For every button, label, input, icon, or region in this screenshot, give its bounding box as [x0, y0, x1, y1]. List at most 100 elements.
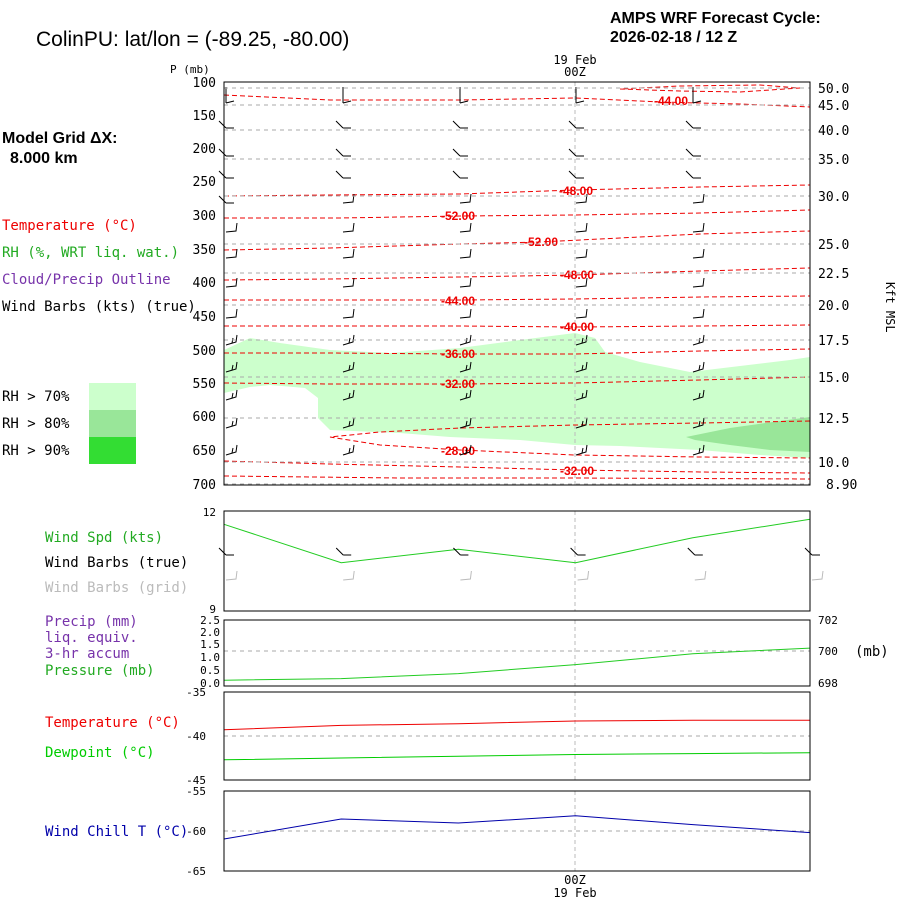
pressure-tick: 400	[193, 276, 216, 291]
pressure-tick: 650	[193, 444, 216, 459]
wind-barb	[343, 570, 355, 581]
wind-barb	[225, 87, 235, 104]
pressure-right-tick: 698	[818, 677, 838, 690]
cycle-label: AMPS WRF Forecast Cycle:	[610, 10, 821, 27]
wind-barb	[459, 193, 472, 204]
temperature-line	[223, 719, 810, 731]
precip-tick: 1.0	[200, 651, 220, 664]
wind-chill-line	[223, 815, 811, 840]
wind-barb	[225, 277, 238, 288]
height-tick: 30.0	[818, 190, 849, 205]
wind-barb	[342, 389, 355, 401]
wind-barb	[218, 195, 234, 204]
top-hour-label: 00Z	[564, 65, 586, 79]
legend-temperature: Temperature (°C)	[2, 218, 137, 234]
wind-barb	[692, 361, 705, 373]
pressure-tick: 500	[193, 344, 216, 359]
wind-barb	[452, 120, 468, 129]
wind-chill-label: Wind Chill T (°C)	[45, 824, 188, 840]
wind-barb	[575, 222, 588, 233]
precip-label-3: 3-hr accum	[45, 646, 129, 662]
wind-panel-barbs	[218, 547, 824, 581]
wind-barb	[225, 389, 238, 401]
height-unit: Kft MSL	[883, 282, 897, 333]
pressure-tick: 600	[193, 410, 216, 425]
wind-barb	[459, 444, 472, 456]
rh80-region	[686, 417, 810, 452]
wind-barb	[575, 308, 588, 319]
wind-barb	[218, 547, 234, 556]
wind-barb	[575, 277, 588, 288]
rh70-label: RH > 70%	[2, 389, 70, 405]
wind-barbs-true-label: Wind Barbs (true)	[45, 555, 188, 571]
wind-barb	[459, 417, 472, 429]
contour-label: -44.00	[441, 294, 475, 308]
wind-barb	[452, 148, 468, 157]
contour-line	[224, 209, 811, 219]
wind-barb	[459, 248, 472, 259]
height-tick: 22.5	[818, 267, 849, 282]
wind-barb	[342, 417, 355, 429]
wind-barb	[342, 277, 355, 288]
precip-ticks: 2.5 2.0 1.5 1.0 0.5 0.0	[200, 614, 220, 690]
wind-barb	[459, 361, 472, 373]
temp-tick: -35	[186, 686, 206, 699]
wind-barb	[575, 361, 588, 373]
contour-line	[224, 295, 811, 301]
wind-barb	[460, 570, 472, 581]
contour-line	[224, 324, 811, 328]
rh90-swatch	[89, 437, 136, 464]
temp-tick: -40	[186, 730, 206, 743]
wind-barb	[342, 334, 355, 346]
wind-barb	[335, 120, 351, 129]
wind-barb	[459, 277, 472, 288]
precip-tick: 0.0	[200, 677, 220, 690]
wind-barb	[342, 361, 355, 373]
wind-barb	[692, 248, 705, 259]
contour-line	[619, 84, 801, 93]
chill-tick: -55	[186, 785, 206, 798]
height-tick: 20.0	[818, 299, 849, 314]
precip-label: Precip (mm)	[45, 614, 138, 630]
wind-barb	[225, 222, 238, 233]
model-grid-value: 8.000 km	[10, 150, 78, 167]
wind-barb	[575, 389, 588, 401]
contour-line	[223, 230, 811, 251]
bottom-date-label: 19 Feb	[553, 886, 596, 900]
temp-ticks: -35 -40 -45	[186, 686, 206, 787]
precip-tick: 2.5	[200, 614, 220, 627]
wind-barb	[342, 222, 355, 233]
contour-label: -32.00	[560, 464, 594, 478]
wind-barb	[692, 277, 705, 288]
rh80-label: RH > 80%	[2, 416, 70, 432]
profile-panel: 19 Feb 00Z -44.00 -48.00 -52.00 -52.00 -…	[170, 53, 897, 493]
pressure-tick: 450	[193, 310, 216, 325]
wind-speed-line	[223, 518, 811, 564]
pressure-tick: 200	[193, 142, 216, 157]
top-date-label: 19 Feb	[553, 53, 596, 67]
contour-label: -52.00	[524, 235, 558, 249]
wind-ymin: 9	[209, 603, 216, 616]
wind-barb	[685, 148, 701, 157]
height-tick: 35.0	[818, 153, 849, 168]
contour-label: -52.00	[441, 209, 475, 223]
wind-barb	[452, 170, 468, 179]
pressure-tick: 550	[193, 377, 216, 392]
dewpoint-line	[223, 752, 811, 761]
wind-barb	[575, 334, 588, 346]
precip-panel-frame	[223, 619, 811, 687]
contour-line	[223, 184, 811, 197]
legend-rh: RH (%, WRT liq. wat.)	[2, 245, 179, 261]
legend-wind-barbs: Wind Barbs (kts) (true)	[2, 299, 196, 315]
wind-barb	[218, 170, 234, 179]
chill-ticks: -55 -60 -65	[186, 785, 206, 878]
temperature-label: Temperature (°C)	[45, 715, 180, 731]
wind-barb	[342, 248, 355, 259]
wind-barb	[342, 308, 355, 319]
wind-barb	[692, 87, 702, 104]
wind-barb	[575, 444, 588, 456]
wind-barb	[811, 570, 824, 581]
wind-barb	[342, 193, 355, 204]
chill-tick: -65	[186, 865, 206, 878]
